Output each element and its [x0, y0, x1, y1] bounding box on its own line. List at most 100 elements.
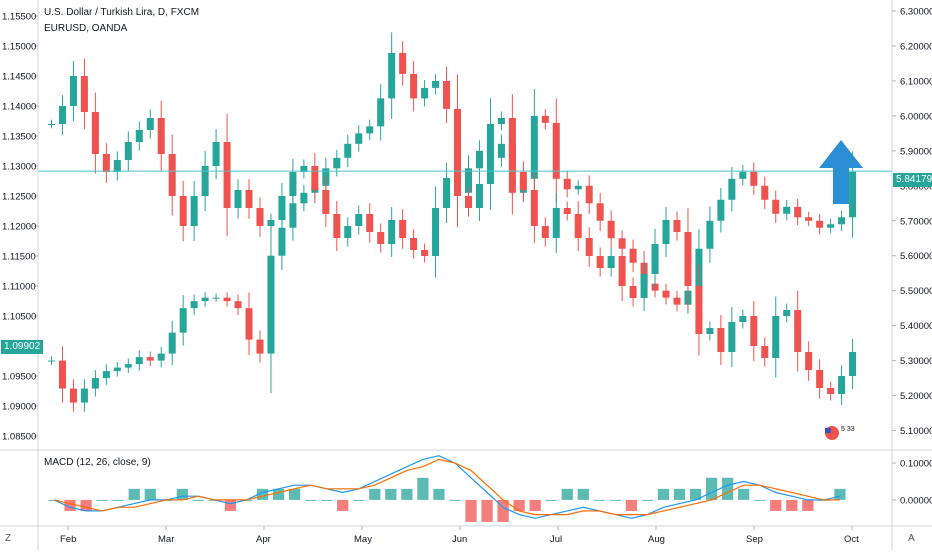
eurusd-candle [673, 220, 681, 232]
right-axis-tick-label: 5.10000 [900, 426, 932, 437]
macd-histogram-bar [786, 499, 798, 511]
macd-histogram-bar [577, 488, 589, 500]
eurusd-candle [377, 232, 385, 244]
x-axis-tick-label: Apr [256, 534, 271, 545]
left-axis-tick-label: 1.10500 [2, 312, 36, 323]
eurusd-candle [113, 160, 121, 172]
macd-histogram-bar [722, 477, 734, 500]
eurusd-candle [629, 286, 637, 298]
usdtry-candle [421, 87, 429, 99]
chart-title: U.S. Dollar / Turkish Lira, D, FXCM [44, 7, 200, 18]
usdtry-candle [179, 308, 187, 333]
usdtry-candle [816, 220, 824, 228]
eurusd-candle [366, 214, 374, 232]
usdtry-candle [728, 178, 736, 200]
usdtry-candle [69, 388, 77, 403]
eurusd-candle [772, 316, 780, 358]
usdtry-candle [256, 339, 264, 354]
macd-histogram-bar [256, 488, 269, 500]
usdtry-candle [717, 199, 725, 221]
eurusd-candle [706, 328, 714, 334]
usdtry-candle [399, 52, 407, 74]
macd-histogram-bar [64, 499, 76, 511]
usdtry-candle [234, 301, 242, 309]
macd-histogram-bar [305, 499, 317, 501]
eurusd-candle [552, 208, 560, 238]
usdtry-candle [223, 297, 231, 302]
left-axis-tick-label: 1.13000 [2, 162, 36, 173]
annotation-layer: 5 33 [819, 140, 863, 440]
usdtry-candle [574, 185, 582, 190]
eurusd-candle [519, 172, 527, 190]
eurusd-candle [333, 214, 341, 238]
usdtry-candle [245, 308, 253, 340]
eurusd-candle [289, 172, 297, 196]
usdtry-candle [541, 115, 549, 123]
eurusd-candle [212, 142, 220, 166]
usdtry-candle [366, 126, 374, 134]
macd-histogram-bar [738, 488, 750, 500]
eurusd-candle [541, 226, 549, 238]
left-axis-tick-label: 1.14000 [2, 102, 36, 113]
x-axis-tick-label: Mar [158, 534, 174, 545]
macd-histogram-bar [192, 499, 204, 501]
x-axis-tick-label: Sep [746, 534, 763, 545]
macd-histogram-bar [481, 499, 493, 522]
usdtry-candle [289, 203, 297, 228]
flag-canton [825, 428, 831, 433]
eurusd-candle [410, 238, 418, 250]
eurusd-candle [234, 190, 242, 208]
usdtry-candle [783, 206, 791, 214]
eurusd-candle [838, 376, 846, 394]
eurusd-candle [80, 76, 88, 112]
macd-histogram-bar [834, 488, 846, 500]
eurusd-candle [168, 154, 176, 196]
usdtry-candle [443, 80, 451, 109]
zoom-corner-label[interactable]: Z [5, 533, 12, 544]
right-axis-tick-label: 6.20000 [900, 41, 932, 52]
macd-histogram-bar [272, 488, 285, 500]
macd-histogram-bar [224, 499, 237, 511]
usdtry-candle [464, 168, 472, 193]
macd-histogram-bar [353, 499, 365, 501]
usdtry-candle [113, 367, 121, 372]
macd-histogram-bar [770, 499, 782, 511]
usdtry-candle [278, 227, 286, 256]
macd-axis-tick-label: 0.00000 [900, 495, 932, 506]
eurusd-candle [563, 208, 571, 214]
auto-scale-corner-label[interactable]: A [908, 533, 915, 544]
eurusd-candle [190, 196, 198, 226]
eurusd-candle [201, 166, 209, 196]
eurusd-candle [91, 112, 99, 154]
right-axis-tick-label: 5.40000 [900, 321, 932, 332]
eurusd-candle [135, 130, 143, 142]
usdtry-candle [607, 220, 615, 239]
usdtry-candle [157, 353, 165, 361]
usdtry-candle [475, 150, 483, 169]
eurusd-candle [245, 190, 253, 208]
right-axis-tick-label: 5.30000 [900, 356, 932, 367]
macd-legend[interactable]: MACD (12, 26, close, 9) [44, 457, 151, 468]
usdtry-candle [596, 203, 604, 221]
macd-histogram-bar [497, 499, 509, 522]
eurusd-candle [530, 190, 538, 226]
usdtry-candle [706, 220, 714, 249]
macd-signal-line [53, 458, 840, 516]
macd-histogram-bar [385, 488, 397, 500]
macd-histogram-bar [112, 499, 124, 501]
macd-histogram-bar [657, 488, 670, 500]
secondary-symbol-legend[interactable]: EURUSD, OANDA [44, 23, 128, 34]
usdtry-candle [190, 301, 198, 309]
eurusd-candle [344, 226, 352, 238]
macd-histogram-bar [625, 499, 638, 511]
eurusd-candle [223, 142, 231, 208]
eurusd-candle [157, 118, 165, 154]
right-axis-tick-label: 5.20000 [900, 391, 932, 402]
usdtry-candle [355, 133, 363, 144]
left-axis-tick-label: 1.15500 [2, 12, 36, 23]
usdtry-candle [454, 108, 462, 193]
left-axis-tick-label: 1.14500 [2, 72, 36, 83]
usdtry-candle [497, 143, 505, 158]
